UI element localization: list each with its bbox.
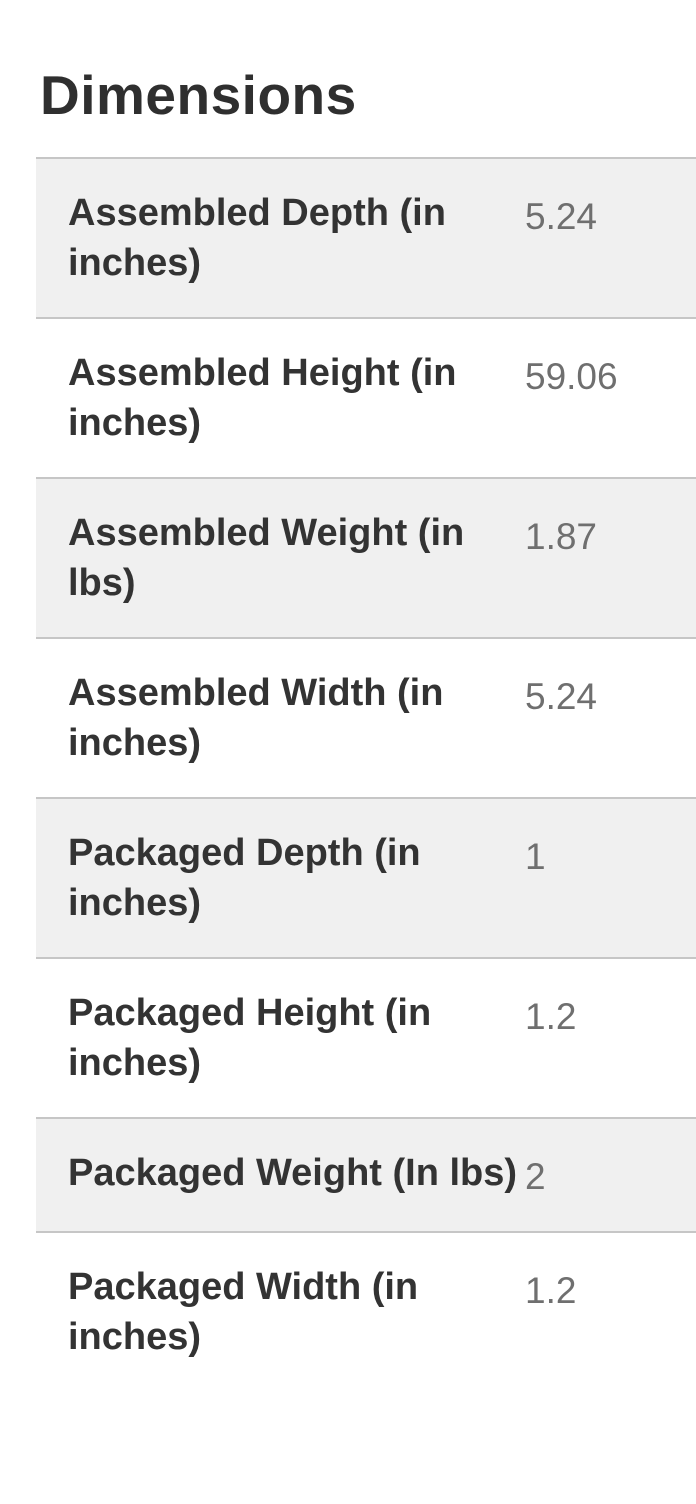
spec-label: Assembled Width (in inches)	[68, 672, 444, 765]
spec-label: Packaged Width (in inches)	[68, 1266, 419, 1359]
spec-value: 1	[525, 836, 546, 878]
page-title: Dimensions	[40, 64, 357, 126]
table-row: Packaged Depth (in inches) 1	[36, 797, 696, 958]
spec-value: 1.87	[525, 516, 598, 558]
spec-value: 1.2	[525, 1270, 577, 1312]
spec-label: Assembled Height (in inches)	[68, 352, 457, 445]
spec-value: 1.2	[525, 996, 577, 1038]
table-row: Assembled Height (in inches) 59.06	[36, 317, 696, 478]
table-row: Packaged Width (in inches) 1.2	[36, 1231, 696, 1392]
spec-value: 2	[525, 1156, 546, 1198]
spec-value: 5.24	[525, 196, 598, 238]
dimensions-table: Assembled Depth (in inches) 5.24 Assembl…	[36, 157, 696, 1392]
table-row: Packaged Height (in inches) 1.2	[36, 957, 696, 1118]
table-row: Assembled Weight (in lbs) 1.87	[36, 477, 696, 638]
spec-value: 5.24	[525, 676, 598, 718]
table-row: Assembled Width (in inches) 5.24	[36, 637, 696, 798]
spec-label: Packaged Weight (In lbs)	[68, 1152, 518, 1195]
spec-label: Assembled Depth (in inches)	[68, 192, 446, 285]
spec-value: 59.06	[525, 356, 618, 398]
spec-label: Assembled Weight (in lbs)	[68, 512, 465, 605]
table-row: Packaged Weight (In lbs) 2	[36, 1117, 696, 1232]
table-row: Assembled Depth (in inches) 5.24	[36, 157, 696, 318]
spec-label: Packaged Height (in inches)	[68, 992, 432, 1085]
spec-label: Packaged Depth (in inches)	[68, 832, 421, 925]
